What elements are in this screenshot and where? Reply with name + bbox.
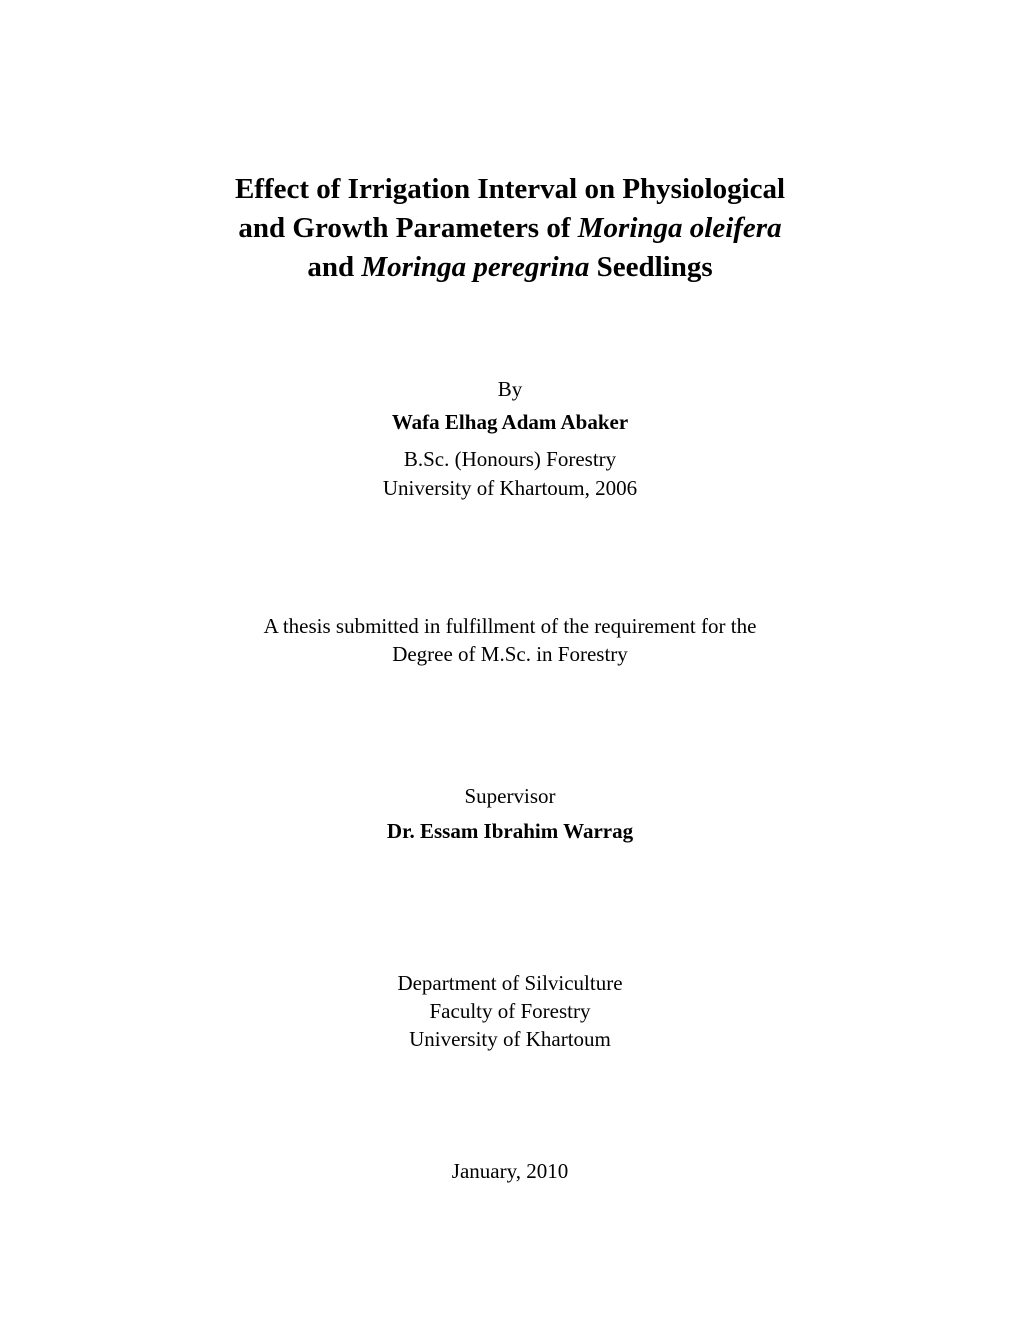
title-line-3-suffix: Seedlings [589, 251, 712, 283]
thesis-line-2: Degree of M.Sc. in Forestry [130, 640, 890, 668]
title-line-3-italic: Moringa peregrina [361, 251, 589, 283]
supervisor-name: Dr. Essam Ibrahim Warrag [130, 819, 890, 844]
title-line-3: and Moringa peregrina Seedlings [130, 248, 890, 287]
department-line-1: Department of Silviculture [130, 969, 890, 997]
title-line-1: Effect of Irrigation Interval on Physiol… [130, 170, 890, 209]
thesis-statement: A thesis submitted in fulfillment of the… [130, 612, 890, 669]
title-line-2-italic: Moringa oleifera [578, 212, 782, 244]
by-label: By [130, 377, 890, 402]
thesis-date: January, 2010 [130, 1159, 890, 1184]
title-line-2: and Growth Parameters of Moringa oleifer… [130, 209, 890, 248]
department-section: Department of Silviculture Faculty of Fo… [130, 969, 890, 1054]
author-name: Wafa Elhag Adam Abaker [130, 410, 890, 435]
author-degree-line-2: University of Khartoum, 2006 [130, 474, 890, 502]
author-section: By Wafa Elhag Adam Abaker B.Sc. (Honours… [130, 377, 890, 502]
department-line-3: University of Khartoum [130, 1025, 890, 1053]
title-line-3-prefix: and [307, 251, 361, 283]
department-line-2: Faculty of Forestry [130, 997, 890, 1025]
supervisor-section: Supervisor Dr. Essam Ibrahim Warrag [130, 784, 890, 844]
thesis-line-1: A thesis submitted in fulfillment of the… [130, 612, 890, 640]
title-line-2-prefix: and Growth Parameters of [238, 212, 577, 244]
supervisor-label: Supervisor [130, 784, 890, 809]
author-degree-line-1: B.Sc. (Honours) Forestry [130, 445, 890, 473]
thesis-title: Effect of Irrigation Interval on Physiol… [130, 170, 890, 287]
